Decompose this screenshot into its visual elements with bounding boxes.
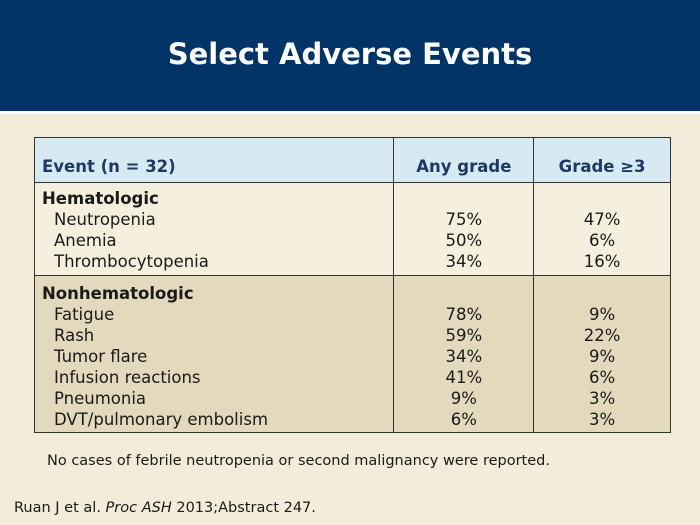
any-grade-value: 41% [445,368,483,387]
any-grade-value: 75% [445,210,483,229]
grade3-value: 6% [589,368,616,387]
grade3-value: 47% [583,210,621,229]
event-name: Neutropenia [54,210,156,229]
nonhematologic-group: Nonhematologic Fatigue Rash Tumor flare … [33,275,671,433]
citation-authors: Ruan J et al. [14,500,101,516]
footnote: No cases of febrile neutropenia or secon… [47,453,550,469]
any-grade-value: 34% [445,347,483,366]
group-label-hematologic: Hematologic [42,189,159,208]
citation-detail: 2013;Abstract 247. [176,500,316,516]
grade3-value: 3% [589,389,616,408]
table-header-row: Event (n = 32) Any grade Grade ≥3 [33,137,671,183]
event-name: Anemia [54,231,117,250]
adverse-events-table: Event (n = 32) Any grade Grade ≥3 Hemato… [33,137,671,433]
event-name: Infusion reactions [54,368,201,387]
citation-journal: Proc ASH [105,500,172,516]
event-name: Tumor flare [54,347,148,366]
any-grade-value: 6% [450,410,477,429]
grade3-value: 9% [589,305,616,324]
event-name: DVT/pulmonary embolism [54,410,269,429]
any-grade-value: 59% [445,326,483,345]
header-any-grade: Any grade [393,137,535,183]
any-grade-value: 50% [445,231,483,250]
group-label-nonhematologic: Nonhematologic [42,284,194,303]
grade3-value: 6% [589,231,616,250]
event-name: Rash [54,326,95,345]
slide-title: Select Adverse Events [167,36,533,71]
title-divider [0,111,700,114]
event-name: Pneumonia [54,389,147,408]
any-grade-value: 78% [445,305,483,324]
title-bar: Select Adverse Events [0,0,700,111]
grade3-value: 9% [589,347,616,366]
event-name: Thrombocytopenia [54,252,209,271]
grade3-value: 22% [583,326,621,345]
any-grade-value: 34% [445,252,483,271]
any-grade-value: 9% [450,389,477,408]
header-grade-3: Grade ≥3 [533,137,671,183]
grade3-value: 16% [583,252,621,271]
event-name: Fatigue [54,305,115,324]
grade3-value: 3% [589,410,616,429]
citation: Ruan J et al. Proc ASH 2013;Abstract 247… [14,500,316,516]
hematologic-group: Hematologic Neutropenia Anemia Thrombocy… [33,182,671,276]
header-event: Event (n = 32) [33,137,395,183]
